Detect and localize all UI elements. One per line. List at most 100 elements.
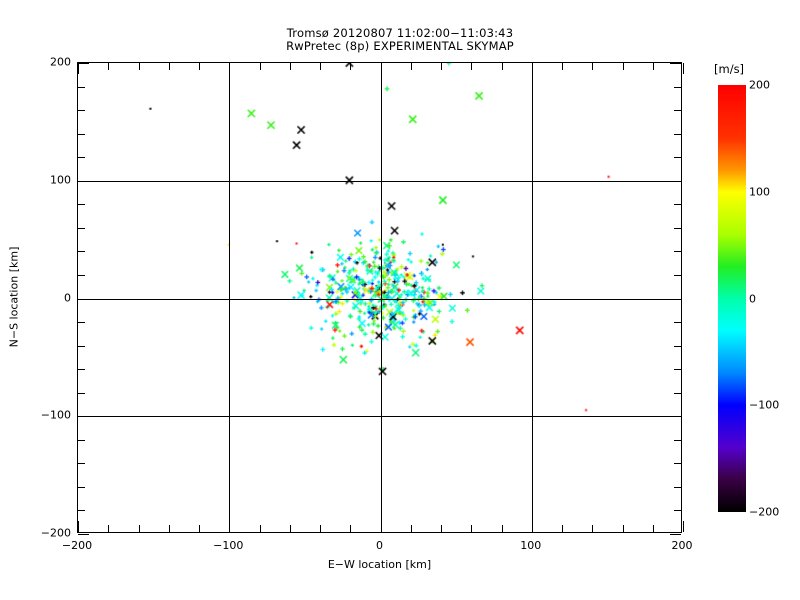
- x-axis-tick-label: −200: [61, 539, 93, 552]
- y-axis-tick: [674, 439, 681, 441]
- y-axis-tick: [674, 251, 681, 253]
- x-axis-tick: [441, 525, 442, 532]
- x-axis-tick: [199, 63, 200, 70]
- y-axis-tick: [78, 392, 85, 394]
- x-axis-tick: [471, 63, 473, 70]
- x-axis-tick: [168, 63, 170, 70]
- x-axis-tick: [531, 63, 533, 74]
- y-axis-tick: [674, 227, 681, 229]
- y-axis-tick-label: −100: [40, 408, 71, 422]
- x-axis-tick: [108, 63, 110, 70]
- x-axis-tick: [289, 525, 291, 532]
- y-axis-tick: [674, 510, 681, 512]
- y-axis-tick: [78, 369, 85, 371]
- x-axis-tick: [168, 525, 170, 532]
- x-axis-tick: [108, 525, 110, 532]
- y-axis-tick: [674, 86, 681, 88]
- y-axis-tick-label: 200: [50, 55, 71, 69]
- y-axis-tick: [78, 157, 85, 159]
- x-axis-tick: [138, 525, 140, 532]
- y-axis-tick: [78, 534, 89, 535]
- title-line-2: RwPretec (8p) EXPERIMENTAL SKYMAP: [286, 39, 514, 53]
- y-axis-tick: [674, 274, 681, 276]
- x-axis-tick-label: 100: [520, 539, 542, 552]
- x-axis-tick: [652, 63, 654, 70]
- colorbar-tick-label: −100: [749, 398, 780, 412]
- x-axis-tick: [138, 63, 140, 70]
- colorbar-tick-label: 0: [749, 292, 756, 305]
- y-axis-tick: [78, 510, 85, 512]
- gridline-horizontal: [78, 180, 681, 182]
- x-axis-tick: [320, 63, 321, 70]
- y-axis-tick: [670, 298, 681, 300]
- x-axis-tick: [501, 63, 503, 70]
- colorbar-gradient: [718, 85, 746, 512]
- x-axis-tick: [229, 63, 231, 74]
- y-axis-tick: [78, 110, 85, 112]
- y-axis-tick: [78, 86, 85, 88]
- y-axis-tick: [78, 180, 89, 182]
- x-axis-title: E−W location [km]: [327, 558, 432, 571]
- colorbar: [718, 85, 746, 512]
- x-axis-tick: [289, 63, 291, 70]
- y-axis-tick: [78, 463, 85, 465]
- x-axis-tick: [652, 525, 654, 532]
- y-axis-tick: [78, 274, 85, 276]
- y-axis-tick: [78, 416, 89, 418]
- gridline-vertical: [531, 63, 533, 532]
- x-axis-tick-label: −100: [213, 539, 244, 552]
- y-axis-tick: [670, 534, 681, 535]
- x-axis-tick: [350, 525, 352, 532]
- x-axis-tick-label: 200: [671, 539, 693, 552]
- x-axis-tick: [501, 525, 503, 532]
- y-axis-tick: [674, 345, 681, 347]
- y-axis-tick: [78, 486, 85, 488]
- y-axis-tick: [674, 486, 681, 488]
- y-axis-tick: [670, 180, 681, 182]
- colorbar-tick-label: 100: [749, 185, 770, 199]
- x-axis-tick: [380, 63, 382, 74]
- y-axis-tick: [670, 416, 681, 418]
- x-axis-tick: [259, 525, 261, 532]
- colorbar-tick-label: −200: [749, 505, 780, 519]
- plot-title: Tromsø 20120807 11:02:00−11:03:43 RwPret…: [0, 27, 800, 53]
- gridline-horizontal: [78, 298, 681, 300]
- y-axis-tick: [674, 369, 681, 371]
- plot-area: [77, 62, 684, 535]
- x-axis-tick: [531, 521, 533, 532]
- y-axis-tick-label: 0: [64, 291, 71, 304]
- y-axis-tick: [674, 322, 681, 324]
- x-axis-tick: [592, 525, 594, 532]
- x-axis-tick: [229, 521, 231, 532]
- y-axis-tick: [78, 133, 85, 135]
- y-axis-tick: [670, 63, 681, 64]
- x-axis-tick: [410, 63, 412, 70]
- gridline-vertical: [229, 63, 231, 532]
- y-axis-tick: [674, 463, 681, 465]
- gridline-vertical: [380, 63, 382, 532]
- y-axis-tick: [674, 157, 681, 159]
- y-axis-tick: [674, 392, 681, 394]
- y-axis-tick: [78, 227, 85, 229]
- y-axis-tick: [78, 204, 85, 206]
- y-axis-tick: [674, 204, 681, 206]
- y-axis-tick: [674, 133, 681, 135]
- x-axis-tick: [410, 525, 412, 532]
- x-axis-tick: [320, 525, 321, 532]
- x-axis-tick: [380, 521, 382, 532]
- x-axis-tick: [78, 63, 79, 74]
- x-axis-tick: [259, 63, 261, 70]
- x-axis-tick: [441, 63, 442, 70]
- x-axis-tick: [562, 63, 563, 70]
- y-axis-tick: [78, 251, 85, 253]
- y-axis-tick-label: −200: [40, 526, 71, 540]
- x-axis-tick: [622, 63, 624, 70]
- scatter-plot-canvas: [78, 63, 681, 532]
- x-axis-tick: [199, 525, 200, 532]
- x-axis-tick: [471, 525, 473, 532]
- x-axis-tick: [683, 521, 684, 532]
- colorbar-unit-label: [m/s]: [714, 62, 745, 76]
- y-axis-tick-label: 100: [50, 173, 71, 187]
- x-axis-tick: [562, 525, 563, 532]
- y-axis-tick: [78, 322, 85, 324]
